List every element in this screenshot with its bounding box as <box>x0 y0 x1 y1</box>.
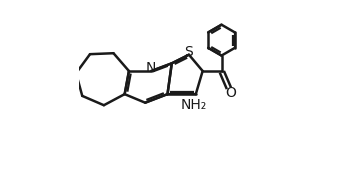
Text: O: O <box>225 86 236 100</box>
Text: N: N <box>145 61 155 75</box>
Text: S: S <box>185 45 193 59</box>
Text: NH₂: NH₂ <box>181 98 207 112</box>
